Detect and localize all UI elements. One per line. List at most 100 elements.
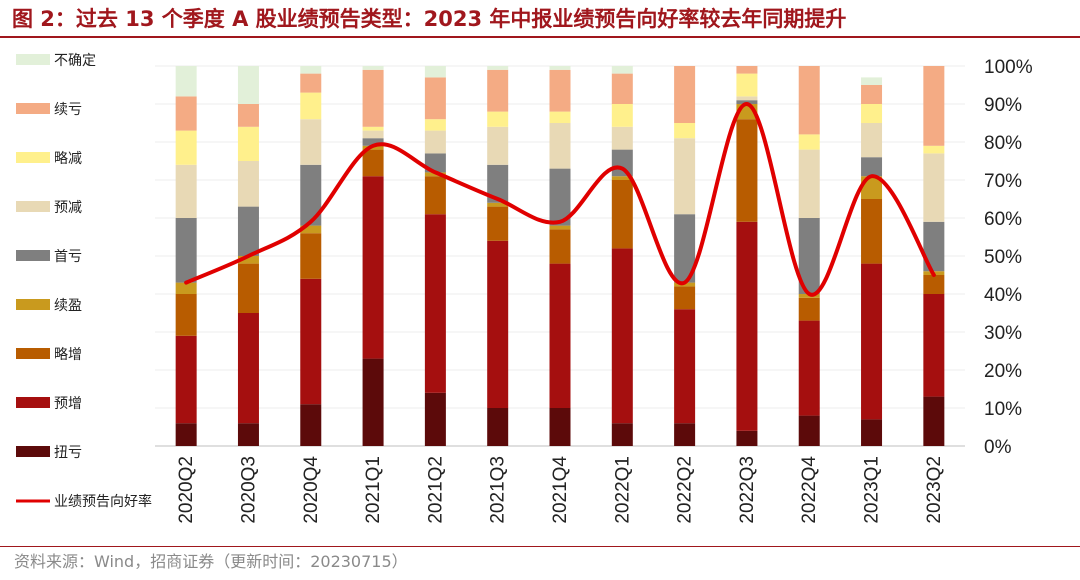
bar-segment-略增-2021Q3 bbox=[487, 206, 509, 241]
x-tick-label: 2021Q1 bbox=[363, 456, 384, 524]
y-tick-label: 0% bbox=[984, 437, 1012, 458]
bar-segment-略减-2020Q2 bbox=[175, 130, 197, 165]
bar-segment-预增-2020Q3 bbox=[237, 313, 259, 424]
y-tick-label: 40% bbox=[984, 285, 1022, 306]
bar-segment-略减-2021Q4 bbox=[549, 111, 571, 123]
bar-segment-首亏-2020Q4 bbox=[300, 164, 322, 226]
legend-label-续盈: 续盈 bbox=[54, 297, 82, 314]
bar-segment-预减-2021Q1 bbox=[362, 130, 384, 139]
y-tick-label: 100% bbox=[984, 57, 1033, 78]
bar-segment-不确定-2021Q3 bbox=[487, 66, 509, 70]
bar-segment-预减-2020Q3 bbox=[237, 161, 259, 207]
bar-segment-略减-2022Q4 bbox=[798, 134, 820, 150]
bar-segment-首亏-2022Q2 bbox=[674, 214, 696, 283]
bar-segment-预减-2022Q3 bbox=[736, 96, 758, 101]
bar-segment-略增-2022Q3 bbox=[736, 119, 758, 222]
bar-segment-首亏-2021Q4 bbox=[549, 168, 571, 226]
bar-segment-不确定-2022Q1 bbox=[611, 66, 633, 74]
bar-segment-续盈-2021Q4 bbox=[549, 225, 571, 230]
bar-segment-首亏-2023Q2 bbox=[923, 221, 945, 272]
y-tick-label: 50% bbox=[984, 247, 1022, 268]
footer-divider bbox=[0, 546, 1080, 547]
legend-label-预减: 预减 bbox=[54, 200, 82, 216]
bar-segment-略增-2020Q4 bbox=[300, 233, 322, 279]
legend-swatch-不确定 bbox=[16, 54, 50, 65]
bar-segment-预增-2023Q1 bbox=[861, 263, 883, 420]
bar-segment-首亏-2020Q3 bbox=[237, 206, 259, 256]
bar-segment-不确定-2020Q4 bbox=[300, 66, 322, 74]
bar-segment-续亏-2020Q2 bbox=[175, 96, 197, 131]
bar-segment-续盈-2020Q4 bbox=[300, 225, 322, 234]
bar-segment-续亏-2021Q2 bbox=[424, 77, 446, 120]
bar-segment-续亏-2022Q3 bbox=[736, 66, 758, 74]
bar-segment-略增-2020Q3 bbox=[237, 263, 259, 313]
bar-segment-续亏-2020Q3 bbox=[237, 104, 259, 127]
legend-swatch-预增 bbox=[16, 397, 50, 408]
bar-segment-略增-2020Q2 bbox=[175, 294, 197, 336]
bar-segment-略增-2022Q2 bbox=[674, 286, 696, 310]
bar-segment-扭亏-2021Q4 bbox=[549, 408, 571, 446]
bar-segment-预增-2021Q4 bbox=[549, 263, 571, 408]
bar-segment-略增-2021Q2 bbox=[424, 176, 446, 215]
bar-segment-略减-2022Q2 bbox=[674, 123, 696, 139]
x-tick-label: 2020Q3 bbox=[238, 456, 259, 524]
bar-segment-续盈-2022Q1 bbox=[611, 176, 633, 180]
bar-segment-扭亏-2020Q3 bbox=[237, 423, 259, 446]
y-tick-label: 80% bbox=[984, 133, 1022, 154]
bar-segment-不确定-2020Q3 bbox=[237, 66, 259, 104]
y-tick-label: 30% bbox=[984, 323, 1022, 344]
legend-swatch-续亏 bbox=[16, 103, 50, 114]
bar-segment-扭亏-2021Q2 bbox=[424, 392, 446, 446]
chart-line-layer bbox=[184, 102, 936, 297]
bar-segment-续盈-2020Q3 bbox=[237, 256, 259, 264]
bar-segment-略增-2023Q2 bbox=[923, 275, 945, 294]
legend-swatch-预减 bbox=[16, 201, 50, 212]
y-tick-label: 90% bbox=[984, 95, 1022, 116]
legend-label-略增: 略增 bbox=[54, 347, 82, 363]
legend-label-line: 业绩预告向好率 bbox=[54, 493, 152, 510]
bar-segment-首亏-2021Q3 bbox=[487, 164, 509, 203]
legend-label-扭亏: 扭亏 bbox=[54, 445, 82, 461]
bar-segment-不确定-2021Q1 bbox=[362, 66, 384, 70]
bar-segment-首亏-2022Q1 bbox=[611, 149, 633, 177]
x-tick-label: 2022Q3 bbox=[737, 456, 758, 524]
bar-segment-续亏-2023Q1 bbox=[861, 85, 883, 104]
bar-segment-续亏-2021Q3 bbox=[487, 69, 509, 112]
bar-segment-略减-2023Q2 bbox=[923, 145, 945, 154]
bar-segment-略减-2023Q1 bbox=[861, 104, 883, 123]
bar-segment-略增-2022Q4 bbox=[798, 297, 820, 321]
bar-segment-预减-2022Q2 bbox=[674, 138, 696, 215]
legend-label-预增: 预增 bbox=[54, 396, 82, 412]
bar-segment-略增-2022Q1 bbox=[611, 180, 633, 249]
legend-swatch-略减 bbox=[16, 152, 50, 163]
bar-segment-续亏-2023Q2 bbox=[923, 66, 945, 146]
bar-segment-首亏-2021Q1 bbox=[362, 138, 384, 146]
y-tick-label: 70% bbox=[984, 171, 1022, 192]
x-tick-label: 2020Q4 bbox=[301, 456, 322, 524]
bar-segment-略减-2021Q1 bbox=[362, 126, 384, 131]
bar-segment-预增-2020Q2 bbox=[175, 335, 197, 424]
bar-segment-不确定-2020Q2 bbox=[175, 66, 197, 97]
bar-segment-续亏-2021Q4 bbox=[549, 69, 571, 112]
legend-label-不确定: 不确定 bbox=[54, 53, 96, 69]
x-tick-label: 2021Q4 bbox=[550, 456, 571, 524]
bar-segment-预减-2021Q3 bbox=[487, 126, 509, 165]
bar-segment-略减-2022Q1 bbox=[611, 104, 633, 127]
bar-segment-续亏-2020Q4 bbox=[300, 73, 322, 93]
bar-segment-预减-2020Q4 bbox=[300, 119, 322, 165]
bar-segment-预减-2023Q1 bbox=[861, 123, 883, 158]
x-tick-label: 2023Q2 bbox=[924, 456, 945, 524]
y-axis: 0% 10% 20% 30% 40% 50% 60% 70% 80% 90% 100% bbox=[984, 57, 1033, 458]
legend-swatch-扭亏 bbox=[16, 446, 50, 457]
bar-segment-不确定-2021Q2 bbox=[424, 66, 446, 78]
bar-segment-续盈-2020Q2 bbox=[175, 282, 197, 294]
x-tick-label: 2021Q3 bbox=[488, 456, 509, 524]
bar-segment-略减-2022Q3 bbox=[736, 73, 758, 97]
bar-segment-扭亏-2021Q3 bbox=[487, 408, 509, 446]
bar-segment-略减-2020Q4 bbox=[300, 92, 322, 120]
bar-segment-首亏-2020Q2 bbox=[175, 218, 197, 283]
bar-segment-续亏-2022Q1 bbox=[611, 73, 633, 104]
bar-segment-略增-2021Q1 bbox=[362, 149, 384, 177]
figure-title: 图 2：过去 13 个季度 A 股业绩预告类型：2023 年中报业绩预告向好率较… bbox=[12, 7, 847, 31]
